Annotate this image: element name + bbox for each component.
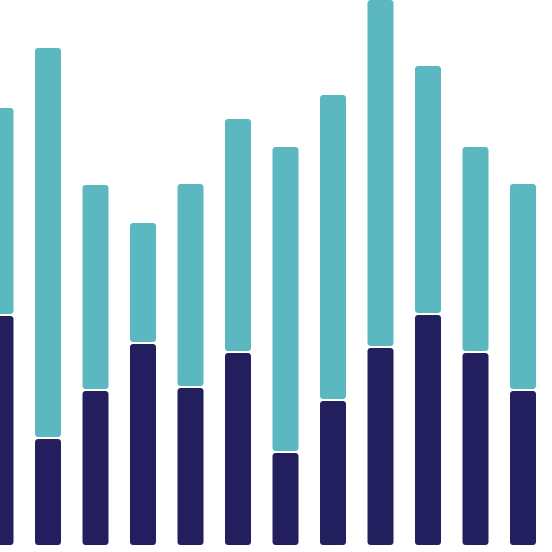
bar-segment	[130, 344, 156, 545]
bar-segment	[510, 391, 536, 545]
bar-segment	[367, 348, 394, 545]
bar-segment	[272, 147, 299, 451]
bar-segment	[415, 66, 441, 313]
bar-segment	[35, 48, 61, 437]
bar-segment	[510, 184, 536, 389]
bar-segment	[177, 388, 204, 545]
bar-segment	[177, 184, 204, 386]
bar-segment	[225, 353, 251, 545]
bar-segment	[462, 147, 489, 351]
bar-segment	[225, 119, 251, 351]
bar-segment	[462, 353, 489, 545]
bar-segment	[320, 95, 346, 399]
bar-segment	[272, 453, 299, 545]
bar-segment	[367, 0, 394, 346]
bar-segment	[82, 185, 109, 389]
bar-segment	[320, 401, 346, 545]
bar-segment	[82, 391, 109, 545]
bar-segment	[415, 315, 441, 545]
bar-segment	[35, 439, 61, 545]
bar-segment	[0, 108, 14, 314]
bar-segment	[130, 223, 156, 342]
bar-segment	[0, 316, 14, 545]
